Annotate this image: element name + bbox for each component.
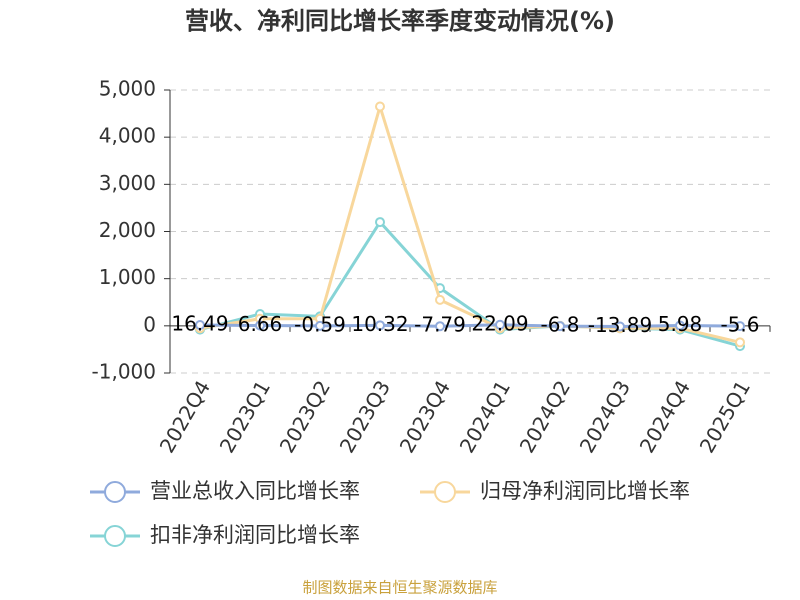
data-label: 16.49 <box>171 312 228 336</box>
point <box>615 321 625 332</box>
data-label: 5.98 <box>658 312 703 336</box>
series-line <box>199 323 741 328</box>
legend-label[interactable]: 归母净利润同比增长率 <box>480 479 690 503</box>
x-tick-label: 2023Q4 <box>395 376 455 457</box>
x-tick-label: 2023Q3 <box>335 376 395 457</box>
legend-marker[interactable] <box>104 525 126 547</box>
data-label: -13.89 <box>588 313 652 337</box>
point <box>315 320 325 331</box>
point <box>735 321 745 332</box>
data-label: -6.8 <box>540 313 579 337</box>
data-label: -7.79 <box>414 313 466 337</box>
point <box>435 294 445 305</box>
y-tick-label: 0 <box>143 312 156 336</box>
data-label: 10.32 <box>351 312 408 336</box>
legend-label[interactable]: 扣非净利润同比增长率 <box>150 523 360 547</box>
source-note: 制图数据来自恒生聚源数据库 <box>302 579 497 597</box>
point <box>555 321 565 332</box>
y-tick-label: 3,000 <box>99 171 156 195</box>
y-tick-label: -1,000 <box>92 360 156 384</box>
point <box>495 319 505 330</box>
y-tick-label: 5,000 <box>99 77 156 101</box>
chart-title: 营收、净利同比增长率季度变动情况(%) <box>185 7 615 35</box>
x-tick-label: 2024Q2 <box>515 376 575 457</box>
x-tick-label: 2024Q1 <box>455 376 515 457</box>
point <box>375 320 385 331</box>
legend-marker[interactable] <box>434 481 456 503</box>
x-tick-label: 2022Q4 <box>155 376 215 457</box>
x-tick-label: 2024Q3 <box>575 376 635 457</box>
data-label: -0.59 <box>294 312 346 336</box>
x-tick-label: 2025Q1 <box>695 376 755 457</box>
series-line <box>199 101 741 344</box>
y-tick-label: 4,000 <box>99 124 156 148</box>
point <box>435 321 445 332</box>
x-tick-label: 2024Q4 <box>635 376 695 457</box>
point <box>735 337 745 348</box>
legend-marker[interactable] <box>104 481 126 503</box>
y-tick-label: 2,000 <box>99 218 156 242</box>
point <box>195 320 205 331</box>
point <box>375 101 385 112</box>
data-label: 6.66 <box>238 312 283 336</box>
point <box>255 320 265 331</box>
point <box>675 320 685 331</box>
x-tick-label: 2023Q2 <box>275 376 335 457</box>
legend-label[interactable]: 营业总收入同比增长率 <box>150 479 360 503</box>
y-tick-label: 1,000 <box>99 265 156 289</box>
data-label: 22.09 <box>471 311 528 335</box>
point <box>375 217 385 228</box>
x-tick-label: 2023Q1 <box>215 376 275 457</box>
data-label: -5.6 <box>720 313 759 337</box>
